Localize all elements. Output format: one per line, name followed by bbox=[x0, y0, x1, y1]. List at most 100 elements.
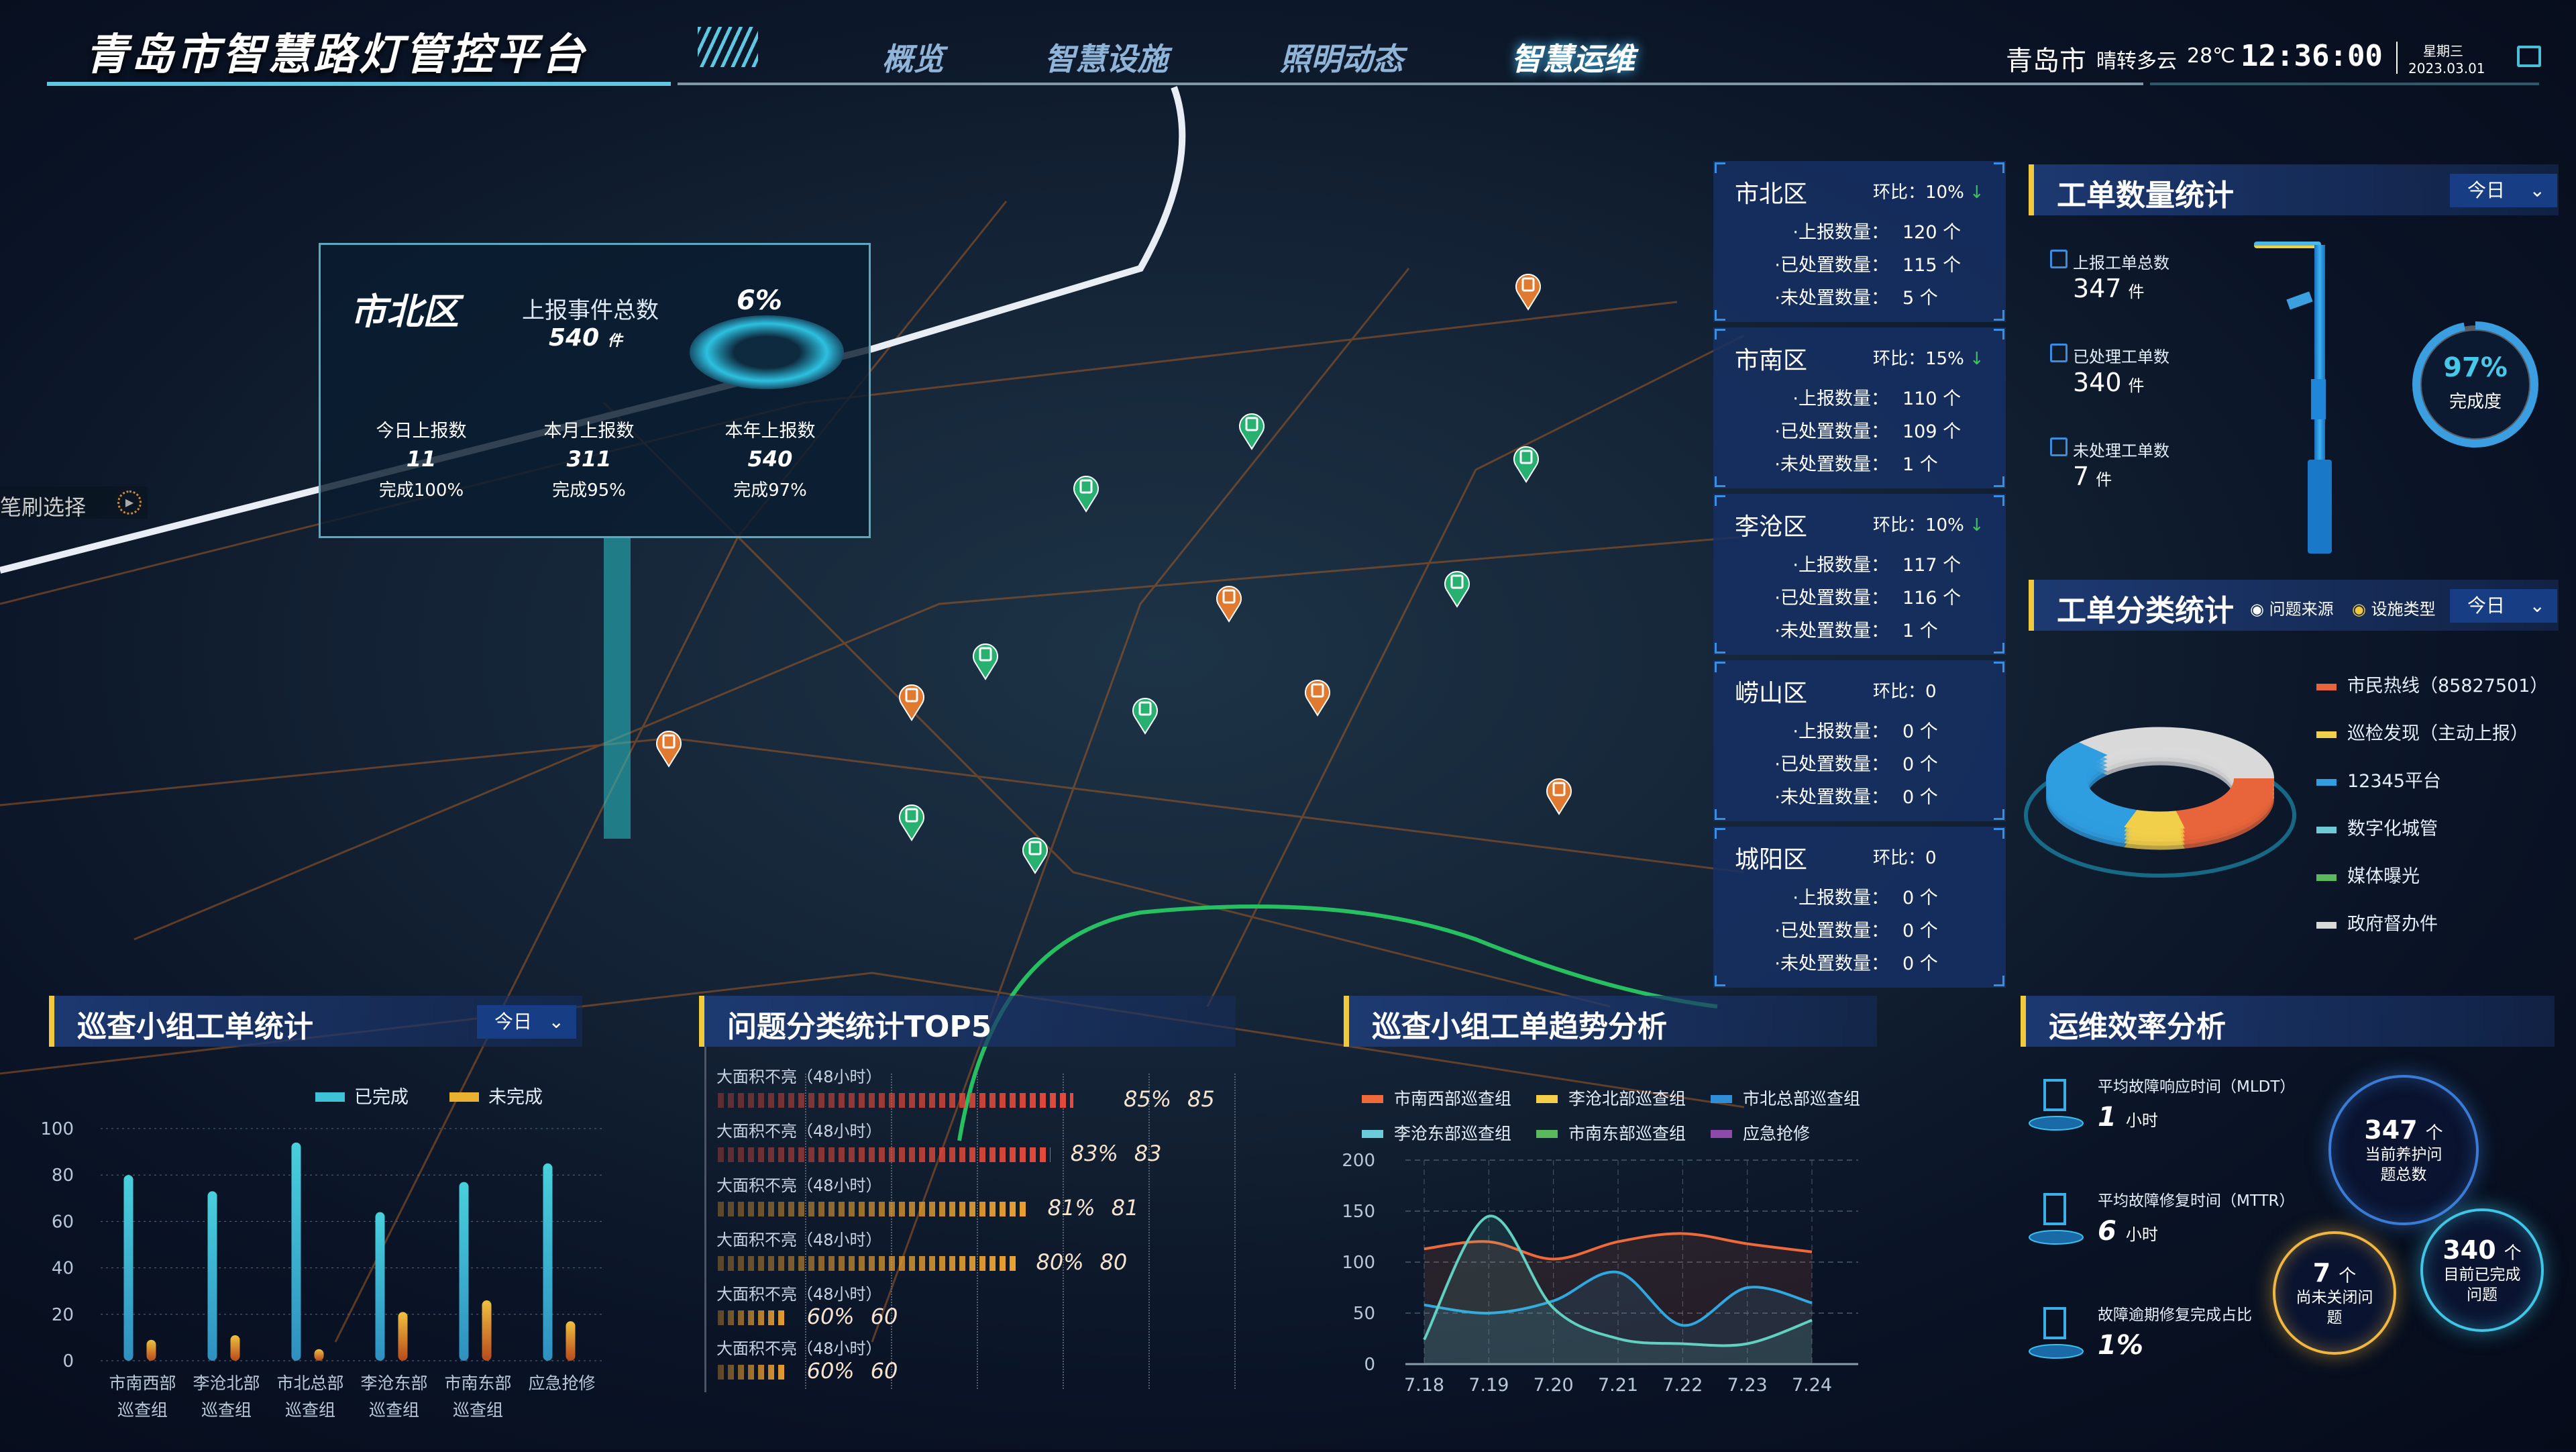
district-panel[interactable]: 城阳区 环比：0 ·上报数量： 0 个 ·已处置数量： 0 个 ·未处置数量： 0 个 bbox=[1713, 827, 2006, 988]
top5-pct: 83% bbox=[1070, 1141, 1118, 1166]
device-pin-icon[interactable] bbox=[1511, 443, 1542, 484]
district-name: 李沧区 bbox=[1735, 513, 1808, 541]
top5-bar bbox=[718, 1202, 1028, 1216]
top5-grid-line bbox=[805, 1074, 806, 1389]
district-panel[interactable]: 崂山区 环比：0 ·上报数量： 0 个 ·已处置数量： 0 个 ·未处置数量： 0 个 bbox=[1713, 660, 2006, 821]
nav-tab[interactable]: 智慧设施 bbox=[1044, 41, 1168, 77]
district-panel[interactable]: 市北区 环比：10% ↓ ·上报数量： 120 个 ·已处置数量： 115 个 ·未处置数量：… bbox=[1713, 161, 2006, 322]
bar-incomplete bbox=[566, 1321, 576, 1361]
card-percent: 6% bbox=[737, 285, 782, 316]
series-line bbox=[1424, 1232, 1813, 1261]
district-row: ·未处置数量： 1 个 bbox=[1755, 450, 1983, 476]
top5-bar bbox=[718, 1365, 787, 1380]
monitor-chart-icon[interactable] bbox=[2517, 46, 2541, 67]
card-district: 市北区 bbox=[350, 291, 459, 333]
panel-corner bbox=[1994, 495, 2004, 506]
nav-tab[interactable]: 智慧运维 bbox=[1511, 41, 1635, 77]
work-class-period-select[interactable]: 今日 ⌄ bbox=[2450, 589, 2557, 623]
hb-label: 环比： bbox=[1873, 183, 1926, 203]
class-legend-item: 数字化城管 bbox=[2316, 814, 2438, 840]
panel-corner bbox=[1994, 162, 2004, 173]
district-row: ·上报数量： 0 个 bbox=[1755, 883, 1983, 909]
alert-pin-icon[interactable] bbox=[653, 727, 684, 768]
device-pin-icon[interactable] bbox=[970, 640, 1001, 680]
bubble-number: 7 bbox=[2312, 1258, 2331, 1288]
device-pin-icon[interactable] bbox=[1020, 834, 1051, 874]
bar-complete bbox=[375, 1212, 385, 1361]
top5-label: 大面积不亮（48小时） bbox=[716, 1122, 882, 1141]
district-row: ·已处置数量： 116 个 bbox=[1755, 583, 1983, 609]
device-pin-icon[interactable] bbox=[1130, 694, 1161, 735]
panel-corner bbox=[1715, 162, 1725, 173]
patrol-period-select[interactable]: 今日 ⌄ bbox=[477, 1005, 576, 1039]
period-value: 今日 bbox=[2467, 179, 2506, 201]
y-tick-label: 20 bbox=[52, 1305, 74, 1325]
card-total-label: 上报事件总数 bbox=[522, 297, 659, 324]
legend-swatch bbox=[2316, 874, 2337, 881]
stat-label: 已处理工单数 bbox=[2073, 348, 2169, 366]
period-value: 今日 bbox=[494, 1010, 533, 1033]
radio-facility-type[interactable]: ◉ 设施类型 bbox=[2352, 600, 2436, 619]
top5-grid-line bbox=[1063, 1074, 1064, 1389]
x-tick-label: 7.22 bbox=[1662, 1375, 1703, 1396]
alert-pin-icon[interactable] bbox=[1302, 676, 1333, 717]
brush-select-button[interactable]: 笔刷选择 ▶ bbox=[0, 486, 148, 520]
top5-value: 83 bbox=[1134, 1141, 1162, 1166]
panel-corner bbox=[1715, 310, 1725, 321]
top5-value: 85 bbox=[1187, 1086, 1215, 1112]
district-panel[interactable]: 市南区 环比：15% ↓ ·上报数量： 110 个 ·已处置数量： 109 个 ·未处置数量：… bbox=[1713, 327, 2006, 488]
alert-pin-icon[interactable] bbox=[1513, 270, 1544, 311]
top5-axis bbox=[704, 1047, 706, 1392]
top5-pct: 85% bbox=[1124, 1086, 1172, 1112]
gauge-disc-icon bbox=[690, 315, 844, 389]
legend-label: 已完成 bbox=[354, 1087, 409, 1108]
district-panel[interactable]: 李沧区 环比：10% ↓ ·上报数量： 117 个 ·已处置数量： 116 个 ·未处置数量：… bbox=[1713, 494, 2006, 655]
card-item-done: 完成100% bbox=[378, 480, 464, 501]
y-tick-label: 80 bbox=[52, 1165, 74, 1186]
card-item-label: 本月上报数 bbox=[543, 421, 635, 442]
y-tick-label: 200 bbox=[1342, 1151, 1375, 1171]
legend-swatch bbox=[2316, 683, 2337, 690]
efficiency-title: 运维效率分析 bbox=[2049, 1010, 2226, 1044]
nav-tab[interactable]: 概览 bbox=[882, 41, 944, 77]
legend-swatch bbox=[1536, 1130, 1558, 1138]
device-pin-icon[interactable] bbox=[1442, 568, 1472, 609]
chevron-down-icon: ⌄ bbox=[548, 1010, 564, 1033]
device-pin-icon[interactable] bbox=[1236, 410, 1267, 451]
district-name: 市北区 bbox=[1735, 180, 1808, 208]
device-pin-icon[interactable] bbox=[896, 801, 927, 841]
panel-corner bbox=[1994, 828, 2004, 839]
panel-corner bbox=[1715, 643, 1725, 654]
district-hb: 环比：10% ↓ bbox=[1873, 511, 1984, 536]
radio-problem-source[interactable]: ◉ 问题来源 bbox=[2250, 600, 2334, 619]
x-tick-label: 7.24 bbox=[1792, 1375, 1832, 1396]
panel-corner bbox=[1715, 476, 1725, 487]
row-value: 115 个 bbox=[1902, 255, 1962, 276]
arrow-down-icon: ↓ bbox=[1969, 515, 1984, 535]
alert-pin-icon[interactable] bbox=[896, 681, 927, 722]
bubble-value: 340 个 bbox=[2443, 1235, 2521, 1265]
nav-tab[interactable]: 照明动态 bbox=[1280, 41, 1403, 77]
legend-swatch bbox=[1362, 1130, 1383, 1138]
bubble-number: 347 bbox=[2364, 1115, 2418, 1145]
legend-label: 李沧东部巡查组 bbox=[1394, 1124, 1511, 1143]
alert-pin-icon[interactable] bbox=[1214, 582, 1244, 623]
header-line-mid bbox=[678, 83, 2143, 85]
work-count-header: 工单数量统计 今日 ⌄ bbox=[2029, 164, 2559, 215]
district-row: ·上报数量： 110 个 bbox=[1755, 384, 1983, 410]
bubble-label: 目前已完成问题 bbox=[2443, 1266, 2521, 1304]
stat-number: 340 bbox=[2073, 368, 2122, 397]
alert-pin-icon[interactable] bbox=[1544, 775, 1574, 815]
work-count-period-select[interactable]: 今日 ⌄ bbox=[2450, 174, 2557, 207]
hb-label: 环比： bbox=[1873, 515, 1926, 535]
x-tick-label: 巡查组 bbox=[453, 1400, 503, 1420]
row-value: 117 个 bbox=[1902, 555, 1962, 576]
district-info-card: 市北区 上报事件总数 540 件 6% 今日上报数 11 完成100% 本月上报数 31… bbox=[319, 243, 871, 538]
stat-label: 未处理工单数 bbox=[2073, 442, 2169, 460]
bubble-unit: 个 bbox=[2425, 1123, 2443, 1143]
legend-label: 数字化城管 bbox=[2347, 819, 2438, 839]
district-row: ·未处置数量： 0 个 bbox=[1755, 949, 1983, 975]
device-pin-icon[interactable] bbox=[1071, 472, 1102, 513]
